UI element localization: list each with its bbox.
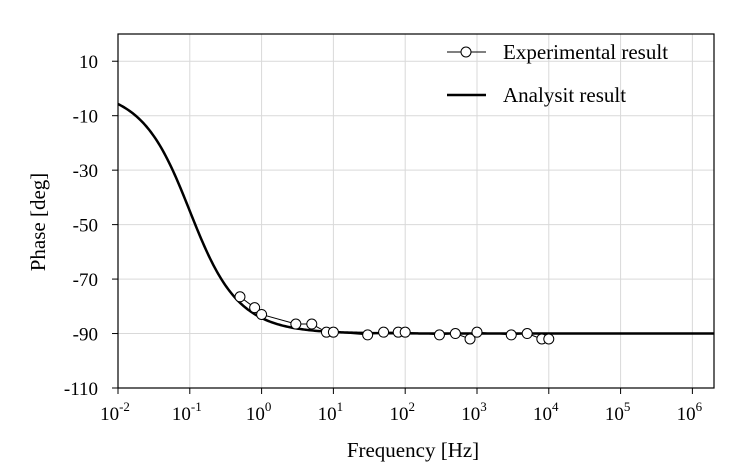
x-tick-label: 102 [389,399,415,425]
experimental-series [234,291,555,345]
x-tick-label: 10-2 [100,399,130,425]
legend: Experimental result Analysit result [447,40,668,107]
x-axis-title: Frequency [Hz] [347,438,479,462]
experimental-point [306,318,318,330]
experimental-point [327,326,339,338]
x-tick-label: 104 [533,399,559,425]
experimental-point [249,302,261,314]
y-tick-label: -30 [73,161,98,182]
x-tick-label: 105 [605,399,631,425]
experimental-point [256,308,268,320]
plot-frame [117,33,715,389]
grid-lines [117,34,714,389]
legend-experimental-marker [460,46,472,58]
experimental-point [362,329,374,341]
experimental-point [234,291,246,303]
y-tick-label: -110 [64,379,98,400]
y-axis-title: Phase [deg] [26,173,50,272]
experimental-point [433,329,445,341]
experimental-point [471,326,483,338]
x-tick-label: 100 [246,399,272,425]
y-tick-label: -90 [73,325,98,346]
legend-analytic-label: Analysit result [503,83,626,107]
analytic-curve [117,102,714,335]
axis-ticks: 10-2 10-1 100 101 102 103 104 105 106 10 -10 -30 -50… [64,52,703,425]
analytic-series [117,102,714,335]
experimental-point [505,329,517,341]
experimental-point [378,326,390,338]
experimental-point [449,328,461,340]
legend-experimental-label: Experimental result [503,40,668,64]
y-tick-label: -10 [73,107,98,128]
x-tick-label: 101 [318,399,344,425]
x-tick-label: 106 [677,399,703,425]
experimental-point [399,326,411,338]
y-tick-label: -50 [73,216,98,237]
x-tick-label: 10-1 [172,399,202,425]
experimental-point [290,318,302,330]
experimental-point [521,328,533,340]
y-tick-label: -70 [73,270,98,291]
y-tick-label: 10 [79,52,98,73]
experimental-point [543,333,555,345]
experimental-point [464,333,476,345]
x-tick-label: 103 [461,399,487,425]
